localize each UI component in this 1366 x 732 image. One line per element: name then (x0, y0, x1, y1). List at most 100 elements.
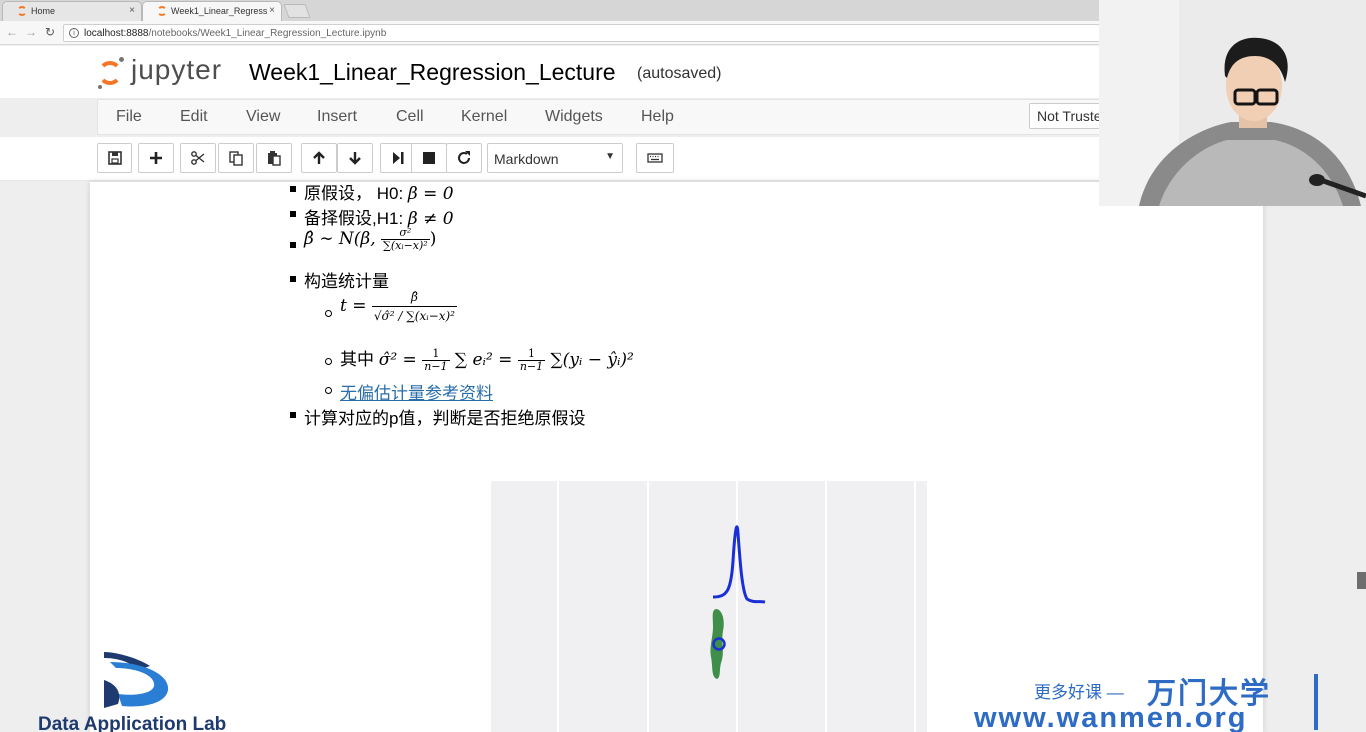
new-tab-button[interactable] (283, 4, 311, 18)
arrow-up-icon (313, 151, 325, 164)
jupyter-favicon-icon (157, 6, 167, 16)
jupyter-logo-text[interactable]: jupyter (131, 54, 223, 85)
menu-file[interactable]: File (116, 108, 142, 125)
menu-edit[interactable]: Edit (180, 108, 208, 125)
tab-home-label: Home (31, 6, 56, 16)
cut-button[interactable] (180, 143, 216, 173)
notebook-page: 原假设， H0: β = 0 备择假设,H1: β ≠ 0 β̂ ∼ N(β, … (90, 182, 1263, 732)
wanmen-watermark: 更多好课 — 万门大学 www.wanmen.org (972, 672, 1332, 732)
jupyter-favicon-icon (17, 6, 27, 16)
restart-icon (458, 151, 470, 164)
menu-insert[interactable]: Insert (317, 108, 358, 125)
list-item-pvalue: 计算对应的p值，判断是否拒绝原假设 (304, 404, 585, 429)
sigma-fraction-2: 1 n−1 (517, 347, 546, 374)
arrow-down-icon (349, 152, 361, 165)
caret-down-icon: ▼ (605, 151, 615, 162)
step-forward-icon (393, 152, 404, 164)
sub-bullet-marker (325, 358, 332, 365)
density-curve (712, 525, 766, 604)
bullet-marker (290, 211, 296, 217)
keyboard-icon (647, 153, 663, 163)
close-icon[interactable]: × (129, 5, 135, 16)
menu-cell[interactable]: Cell (396, 108, 424, 125)
list-item-h1: 备择假设,H1: β ≠ 0 (304, 204, 454, 229)
h0-math: β = 0 (407, 184, 454, 204)
dal-watermark: Data Application Lab (38, 650, 258, 732)
h0-text: 原假设， H0: (304, 184, 408, 203)
webcam-overlay (1099, 0, 1366, 206)
jupyter-logo-icon[interactable] (96, 55, 130, 89)
url-input[interactable]: i localhost:8888/notebooks/Week1_Linear_… (63, 24, 1103, 42)
menu-kernel[interactable]: Kernel (461, 108, 508, 125)
info-icon[interactable]: i (69, 28, 79, 38)
menu-view[interactable]: View (246, 108, 281, 125)
presenter-video (1099, 0, 1366, 206)
back-icon[interactable]: ← (6, 25, 18, 39)
beta-dist-fraction: σ² ∑(xᵢ−x)² (381, 226, 430, 252)
h1-text: 备择假设,H1: (304, 209, 408, 228)
figure-canvas (557, 481, 916, 732)
sigma-text: 其中 (340, 350, 379, 369)
bullet-marker (290, 276, 296, 282)
cell-type-select[interactable]: Markdown ▼ (487, 143, 623, 173)
t-stat-lhs: t = (340, 295, 372, 316)
bullet-marker (290, 242, 296, 248)
copy-icon (229, 151, 243, 166)
copy-button[interactable] (218, 143, 254, 173)
save-icon (107, 151, 122, 165)
list-item-h0: 原假设， H0: β = 0 (304, 179, 454, 204)
sub-bullet-marker (325, 387, 332, 394)
tab-home[interactable]: Home × (2, 1, 142, 21)
url-path: /notebooks/Week1_Linear_Regression_Lectu… (148, 28, 387, 39)
reference-link[interactable]: 无偏估计量参考资料 (340, 384, 493, 403)
list-item-statistic: 构造统计量 (304, 267, 389, 292)
t-stat-fraction: β̂ √σ̂² / ∑(xᵢ−x)² (371, 290, 457, 323)
plus-icon (150, 152, 162, 164)
cell-type-value: Markdown (494, 151, 559, 167)
move-down-button[interactable] (337, 143, 373, 173)
bullet-marker (290, 412, 296, 418)
sigma-math-a: σ̂² = (378, 350, 423, 370)
menu-help[interactable]: Help (641, 108, 674, 125)
sub-bullet-marker (325, 310, 332, 317)
list-item-t-stat: t = β̂ √σ̂² / ∑(xᵢ−x)² (340, 288, 457, 325)
menubar: File Edit View Insert Cell Kernel Widget… (97, 99, 1107, 135)
paste-button[interactable] (256, 143, 292, 173)
tab-notebook-label: Week1_Linear_Regress (171, 6, 268, 16)
save-status: (autosaved) (637, 65, 722, 82)
pvalue-text: 计算对应的p值，判断是否拒绝原假设 (304, 409, 586, 428)
list-item-beta-dist: β̂ ∼ N(β, σ² ∑(xᵢ−x)²) (304, 227, 436, 252)
sample-points (710, 609, 724, 679)
estimate-marker (712, 637, 726, 651)
menu-widgets[interactable]: Widgets (545, 108, 603, 125)
sigma-fraction-1: 1 n−1 (422, 347, 450, 374)
statistic-text: 构造统计量 (304, 272, 389, 291)
insert-cell-button[interactable] (138, 143, 174, 173)
divider (1314, 674, 1318, 730)
stop-icon (423, 152, 435, 164)
tab-notebook[interactable]: Week1_Linear_Regress × (142, 1, 282, 21)
sigma-math-b: ∑ eᵢ² = (449, 350, 518, 370)
scissors-icon (191, 151, 205, 165)
browser-tab-strip: Home × Week1_Linear_Regress × (0, 0, 1366, 21)
scrollbar-thumb[interactable] (1357, 572, 1366, 589)
forward-icon[interactable]: → (25, 25, 37, 39)
beta-dist-close: ) (429, 228, 437, 249)
sigma-math-c: ∑(yᵢ − ŷᵢ)² (545, 350, 634, 370)
dal-text: Data Application Lab (38, 714, 227, 732)
list-item-sigma: 其中 σ̂² = 1 n−1 ∑ eᵢ² = 1 n−1 ∑(yᵢ − ŷᵢ)² (340, 345, 634, 373)
bullet-marker (290, 186, 296, 192)
wanmen-brand: 万门大学 (1147, 678, 1272, 710)
move-up-button[interactable] (301, 143, 337, 173)
save-button[interactable] (97, 143, 132, 173)
reload-icon[interactable]: ↻ (45, 25, 56, 39)
list-item-reference: 无偏估计量参考资料 (340, 379, 493, 404)
restart-button[interactable] (446, 143, 482, 173)
close-icon[interactable]: × (269, 5, 275, 16)
wanmen-url: www.wanmen.org (974, 702, 1248, 732)
interrupt-button[interactable] (411, 143, 447, 173)
wanmen-slogan: 更多好课 — (1034, 683, 1124, 702)
command-palette-button[interactable] (636, 143, 674, 173)
dal-logo-icon (104, 652, 169, 708)
notebook-title[interactable]: Week1_Linear_Regression_Lecture (249, 59, 616, 85)
